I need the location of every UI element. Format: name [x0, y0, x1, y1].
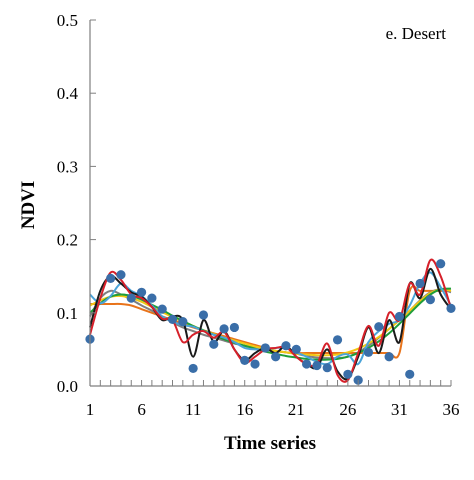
x-tick-label: 16 [236, 400, 253, 419]
observed-point [271, 352, 281, 362]
series-line-6 [89, 267, 452, 381]
observed-point [312, 360, 322, 371]
x-tick-label: 6 [137, 400, 146, 419]
y-tick-label: 0.5 [57, 11, 78, 30]
x-tick-label: 26 [339, 400, 356, 419]
observed-point [415, 278, 425, 289]
series-line-7 [89, 258, 452, 383]
x-axis-title: Time series [224, 433, 316, 454]
observed-point [291, 344, 301, 354]
observed-point [116, 270, 126, 280]
observed-point [384, 352, 394, 362]
observed-point [302, 359, 312, 369]
observed-point [281, 341, 291, 351]
y-tick-label: 0.1 [57, 304, 78, 323]
observed-point [198, 310, 209, 320]
observed-point [157, 304, 167, 314]
observed-point [436, 259, 446, 269]
observed-point [260, 343, 270, 353]
observed-point [322, 363, 332, 373]
observed-point [167, 314, 178, 324]
y-axis-title: NDVI [18, 181, 39, 230]
observed-point [394, 311, 405, 322]
y-tick-label: 0.0 [57, 377, 78, 396]
series-layer [89, 258, 452, 383]
y-tick-label: 0.4 [57, 84, 79, 103]
observed-point [106, 273, 116, 283]
labels-layer: 1 6 11 16 21 26 31 360.00.10.20.30.40.5 [57, 11, 460, 419]
axes-layer [89, 20, 451, 387]
ticks-layer [89, 19, 452, 387]
x-tick-label: 11 [185, 400, 201, 419]
x-tick-label: 1 [86, 400, 95, 419]
observed-point [332, 335, 343, 345]
x-tick-label: 21 [288, 400, 305, 419]
x-tick-label: 36 [443, 400, 460, 419]
y-tick-label: 0.3 [57, 157, 78, 176]
observed-point [219, 324, 229, 334]
observed-point [405, 369, 415, 379]
observed-point [425, 295, 435, 305]
observed-point [136, 287, 147, 297]
x-tick-label: 31 [391, 400, 408, 419]
observed-point [363, 347, 374, 357]
observed-point [446, 303, 456, 314]
observed-point [374, 322, 384, 332]
observed-point [343, 369, 353, 379]
observed-point [209, 339, 219, 349]
observed-point [178, 316, 188, 327]
observed-point [250, 359, 260, 369]
observed-point [188, 363, 198, 374]
panel-label: e. Desert [386, 24, 447, 43]
observed-point [147, 293, 157, 303]
observed-point [229, 322, 239, 333]
observed-point [126, 293, 136, 303]
observed-point [240, 355, 250, 365]
y-tick-label: 0.2 [57, 231, 78, 250]
